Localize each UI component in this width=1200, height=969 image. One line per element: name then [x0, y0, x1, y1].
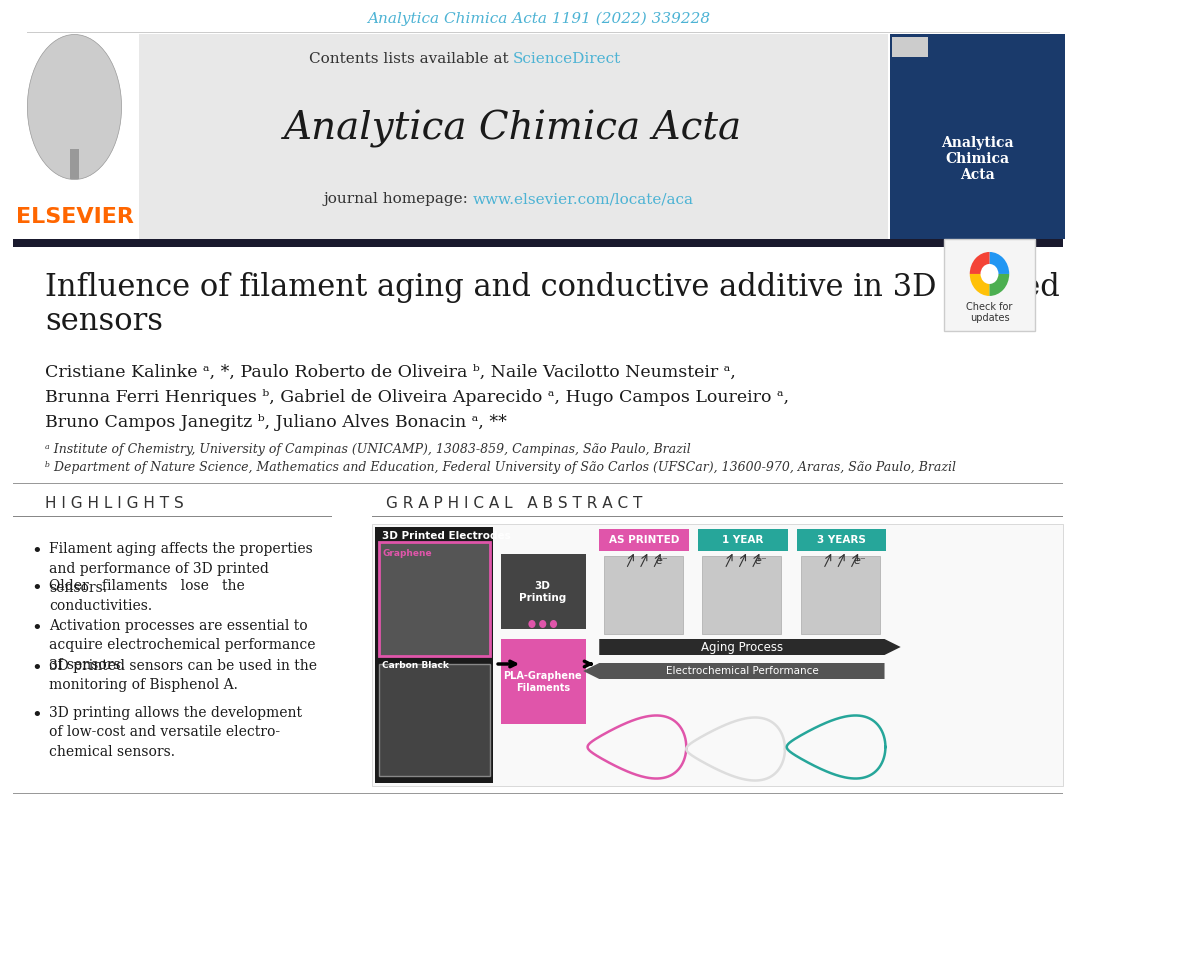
Bar: [139, 34, 888, 239]
Bar: [378, 542, 490, 656]
Text: 1 YEAR: 1 YEAR: [722, 535, 763, 545]
Text: 3 YEARS: 3 YEARS: [817, 535, 866, 545]
Text: Cristiane Kalinke ᵃ, *, Paulo Roberto de Oliveira ᵇ, Naile Vacilotto Neumsteir ᵃ: Cristiane Kalinke ᵃ, *, Paulo Roberto de…: [44, 363, 736, 381]
Text: •: •: [31, 579, 42, 597]
Text: AS PRINTED: AS PRINTED: [608, 535, 679, 545]
Text: Carbon Black: Carbon Black: [382, 661, 449, 670]
Text: 3D Printed Electrodes: 3D Printed Electrodes: [382, 531, 511, 541]
Text: Brunna Ferri Henriques ᵇ, Gabriel de Oliveira Aparecido ᵃ, Hugo Campos Loureiro : Brunna Ferri Henriques ᵇ, Gabriel de Oli…: [44, 389, 788, 405]
Circle shape: [980, 264, 998, 284]
Wedge shape: [990, 252, 1009, 274]
Bar: [604, 556, 683, 634]
Text: Bruno Campos Janegitz ᵇ, Juliano Alves Bonacin ᵃ, **: Bruno Campos Janegitz ᵇ, Juliano Alves B…: [44, 414, 506, 430]
Text: ScienceDirect: ScienceDirect: [514, 52, 622, 66]
Bar: [70, 149, 79, 179]
Text: ELSEVIER: ELSEVIER: [16, 207, 133, 227]
Bar: [890, 34, 1064, 239]
Text: Older   filaments   lose   the
conductivities.: Older filaments lose the conductivities.: [49, 579, 245, 612]
Bar: [802, 556, 880, 634]
Text: e⁻: e⁻: [755, 556, 767, 566]
Text: Aging Process: Aging Process: [701, 641, 782, 653]
Text: 3D printing allows the development
of low-cost and versatile electro-
chemical s: 3D printing allows the development of lo…: [49, 706, 302, 759]
Text: sensors: sensors: [44, 305, 163, 336]
FancyArrow shape: [599, 639, 901, 655]
Wedge shape: [990, 274, 1009, 296]
Text: journal homepage:: journal homepage:: [323, 192, 473, 206]
Bar: [372, 524, 1063, 786]
Bar: [13, 34, 137, 239]
Text: Filament aging affects the properties
and performance of 3D printed
sensors.: Filament aging affects the properties an…: [49, 542, 313, 595]
Text: Contents lists available at: Contents lists available at: [308, 52, 514, 66]
Wedge shape: [970, 274, 990, 296]
Text: PLA-Graphene
Filaments: PLA-Graphene Filaments: [504, 672, 582, 693]
Text: •: •: [31, 706, 42, 724]
Circle shape: [528, 620, 535, 628]
Bar: [13, 483, 1063, 484]
Text: Activation processes are essential to
acquire electrochemical performance
of sen: Activation processes are essential to ac…: [49, 619, 316, 672]
Text: ᵃ Institute of Chemistry, University of Campinas (UNICAMP), 13083-859, Campinas,: ᵃ Institute of Chemistry, University of …: [44, 443, 691, 455]
Text: •: •: [31, 619, 42, 637]
Bar: [943, 239, 1036, 331]
Text: •: •: [31, 542, 42, 560]
Text: G R A P H I C A L   A B S T R A C T: G R A P H I C A L A B S T R A C T: [385, 495, 642, 511]
Bar: [26, 32, 1050, 33]
Text: ᵇ Department of Nature Science, Mathematics and Education, Federal University of: ᵇ Department of Nature Science, Mathemat…: [44, 460, 956, 474]
FancyArrow shape: [583, 663, 884, 679]
Bar: [13, 793, 1063, 794]
Bar: [500, 554, 586, 629]
Bar: [374, 527, 493, 783]
Text: Analytica
Chimica
Acta: Analytica Chimica Acta: [942, 136, 1014, 182]
Bar: [698, 529, 787, 551]
Text: 3D printed sensors can be used in the
monitoring of Bisphenol A.: 3D printed sensors can be used in the mo…: [49, 659, 317, 693]
Wedge shape: [970, 252, 990, 274]
Bar: [892, 37, 928, 57]
Text: H I G H L I G H T S: H I G H L I G H T S: [44, 495, 184, 511]
Text: Graphene: Graphene: [382, 549, 432, 558]
Circle shape: [550, 620, 557, 628]
Bar: [13, 239, 1063, 247]
Text: Check for
updates: Check for updates: [966, 301, 1013, 324]
Bar: [599, 529, 689, 551]
Text: •: •: [31, 659, 42, 677]
Text: e⁻: e⁻: [853, 556, 865, 566]
Bar: [797, 529, 887, 551]
Text: Analytica Chimica Acta 1191 (2022) 339228: Analytica Chimica Acta 1191 (2022) 33922…: [367, 12, 710, 26]
Text: e⁻: e⁻: [655, 556, 668, 566]
Bar: [500, 639, 586, 724]
Text: Electrochemical Performance: Electrochemical Performance: [666, 666, 818, 676]
Circle shape: [539, 620, 546, 628]
Text: Influence of filament aging and conductive additive in 3D printed: Influence of filament aging and conducti…: [44, 271, 1060, 302]
Text: www.elsevier.com/locate/aca: www.elsevier.com/locate/aca: [473, 192, 694, 206]
Text: Analytica Chimica Acta: Analytica Chimica Acta: [284, 110, 742, 148]
Text: 3D
Printing: 3D Printing: [520, 581, 566, 603]
Bar: [702, 556, 781, 634]
Bar: [378, 664, 490, 776]
Ellipse shape: [28, 35, 121, 179]
